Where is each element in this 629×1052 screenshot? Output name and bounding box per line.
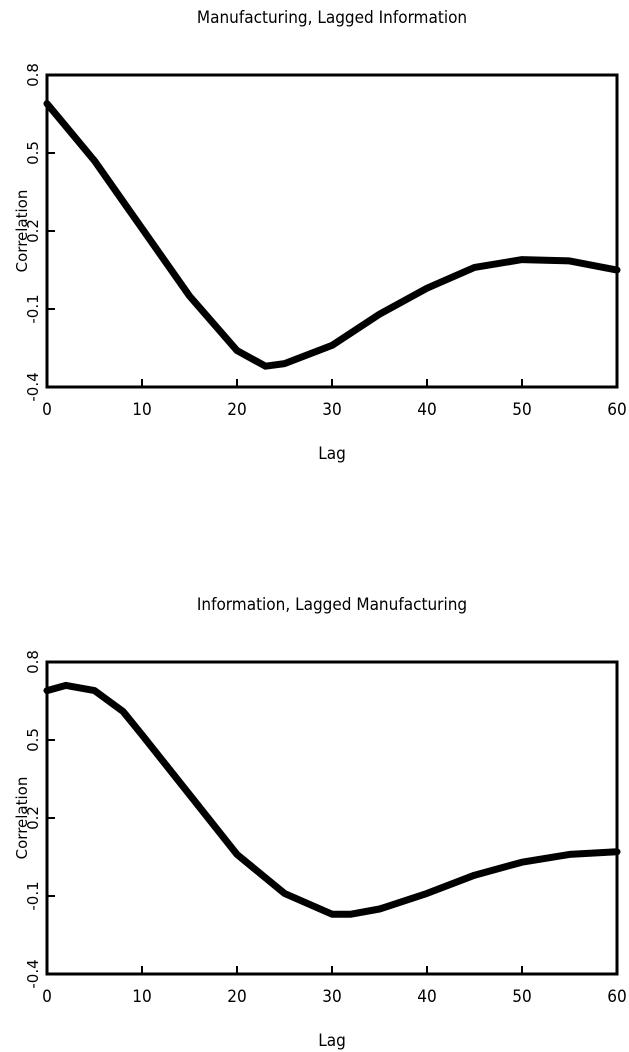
x-tick-label: 50 bbox=[512, 400, 531, 420]
chart-title: Manufacturing, Lagged Information bbox=[197, 8, 467, 28]
x-tick-label: 30 bbox=[322, 987, 341, 1007]
x-tick-label: 0 bbox=[42, 987, 52, 1007]
x-tick-label: 20 bbox=[227, 400, 246, 420]
x-tick-label: 50 bbox=[512, 987, 531, 1007]
x-tick-label: 10 bbox=[132, 400, 151, 420]
line-series bbox=[43, 100, 621, 370]
y-tick-label: 0.8 bbox=[24, 650, 42, 674]
y-axis-label: Correlation bbox=[13, 190, 31, 273]
plot-frame bbox=[45, 73, 619, 389]
y-tick-label: 0.5 bbox=[24, 728, 42, 752]
x-tick-label: 40 bbox=[417, 987, 436, 1007]
y-tick-label: -0.4 bbox=[24, 372, 42, 401]
plot-frame bbox=[45, 660, 619, 976]
y-tick-label: 0.5 bbox=[24, 141, 42, 165]
chart-title: Information, Lagged Manufacturing bbox=[197, 595, 467, 615]
y-tick-label: -0.1 bbox=[24, 294, 42, 323]
x-tick-label: 30 bbox=[322, 400, 341, 420]
y-tick-label: -0.4 bbox=[24, 959, 42, 988]
x-tick-label: 20 bbox=[227, 987, 246, 1007]
y-tick-label: 0.2 bbox=[24, 806, 42, 830]
y-tick-label: -0.1 bbox=[24, 881, 42, 910]
x-tick-label: 40 bbox=[417, 400, 436, 420]
y-tick-label: 0.2 bbox=[24, 219, 42, 243]
line-series bbox=[43, 681, 621, 918]
x-axis-label: Lag bbox=[318, 444, 346, 464]
x-axis-label: Lag bbox=[318, 1031, 346, 1051]
y-axis-label: Correlation bbox=[13, 777, 31, 860]
x-tick-label: 60 bbox=[607, 400, 626, 420]
y-tick-label: 0.8 bbox=[24, 63, 42, 87]
x-tick-label: 60 bbox=[607, 987, 626, 1007]
x-tick-label: 10 bbox=[132, 987, 151, 1007]
x-tick-label: 0 bbox=[42, 400, 52, 420]
